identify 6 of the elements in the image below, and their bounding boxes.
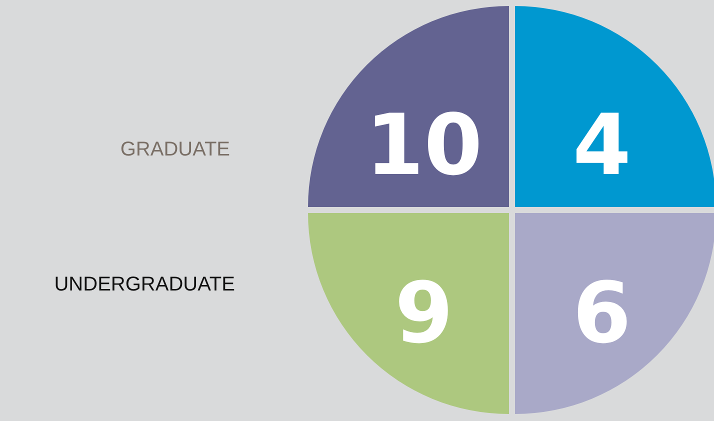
data-label: 10 <box>366 96 482 194</box>
data-label: 4 <box>572 96 632 194</box>
category-label: GRADUATE <box>120 138 230 161</box>
data-label: 6 <box>572 264 632 362</box>
data-label: 9 <box>394 264 454 362</box>
category-label: UNDERGRADUATE <box>54 274 235 296</box>
